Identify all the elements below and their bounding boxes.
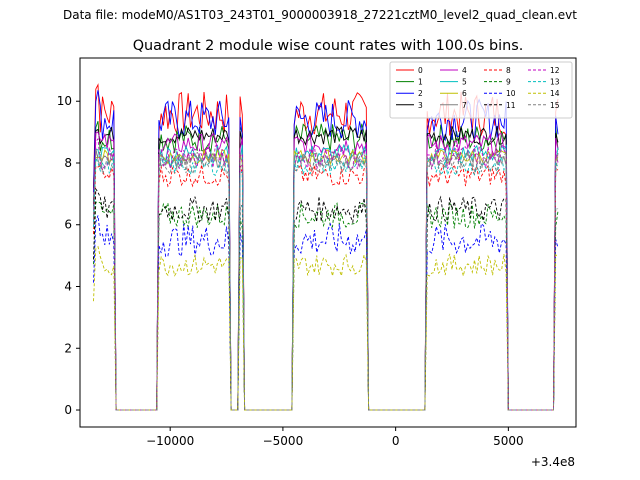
plot-frame <box>79 57 577 428</box>
series-line-4 <box>93 131 559 411</box>
y-axis: 0 2 4 6 8 10 <box>57 94 80 417</box>
legend-label: 9 <box>506 78 511 87</box>
legend-box <box>389 61 573 119</box>
series-line-5 <box>93 143 559 411</box>
series-line-8 <box>93 163 559 411</box>
chart-suptitle: Data file: modeM0/AS1T03_243T01_90000039… <box>63 8 577 22</box>
y-tick-label: 0 <box>64 403 72 417</box>
series-line-13 <box>93 155 559 411</box>
legend-label: 10 <box>506 89 516 98</box>
series-line-6 <box>93 148 559 411</box>
x-offset-label: +3.4e8 <box>531 455 575 469</box>
plot-lines <box>93 83 559 411</box>
y-tick-label: 4 <box>64 280 72 294</box>
series-line-14 <box>93 245 559 411</box>
legend-label: 4 <box>462 66 467 75</box>
series-line-0 <box>93 83 559 411</box>
legend-label: 0 <box>418 66 423 75</box>
legend-label: 13 <box>550 78 560 87</box>
x-tick-label: −5000 <box>263 434 304 448</box>
y-tick-label: 10 <box>57 94 72 108</box>
legend-label: 8 <box>506 66 511 75</box>
series-line-10 <box>93 215 559 411</box>
series-line-11 <box>93 187 559 411</box>
y-tick-label: 6 <box>64 218 72 232</box>
x-tick-label: 0 <box>392 434 400 448</box>
x-tick-label: 5000 <box>493 434 524 448</box>
legend-label: 11 <box>506 101 516 110</box>
series-line-15 <box>93 149 559 411</box>
x-axis: −10000 −5000 0 5000 <box>146 427 524 448</box>
legend-label: 6 <box>462 89 467 98</box>
legend-label: 2 <box>418 89 423 98</box>
legend-label: 15 <box>550 101 560 110</box>
chart-title: Quadrant 2 module wise count rates with … <box>133 38 524 54</box>
x-tick-label: −10000 <box>146 434 194 448</box>
legend-label: 12 <box>550 66 560 75</box>
legend-label: 1 <box>418 78 423 87</box>
legend-label: 14 <box>550 89 560 98</box>
y-tick-label: 2 <box>64 341 72 355</box>
legend-label: 5 <box>462 78 467 87</box>
legend-label: 7 <box>462 101 467 110</box>
series-line-9 <box>93 201 559 411</box>
legend-label: 3 <box>418 101 423 110</box>
series-line-7 <box>93 148 558 411</box>
y-tick-label: 8 <box>64 156 72 170</box>
series-line-12 <box>93 137 559 411</box>
